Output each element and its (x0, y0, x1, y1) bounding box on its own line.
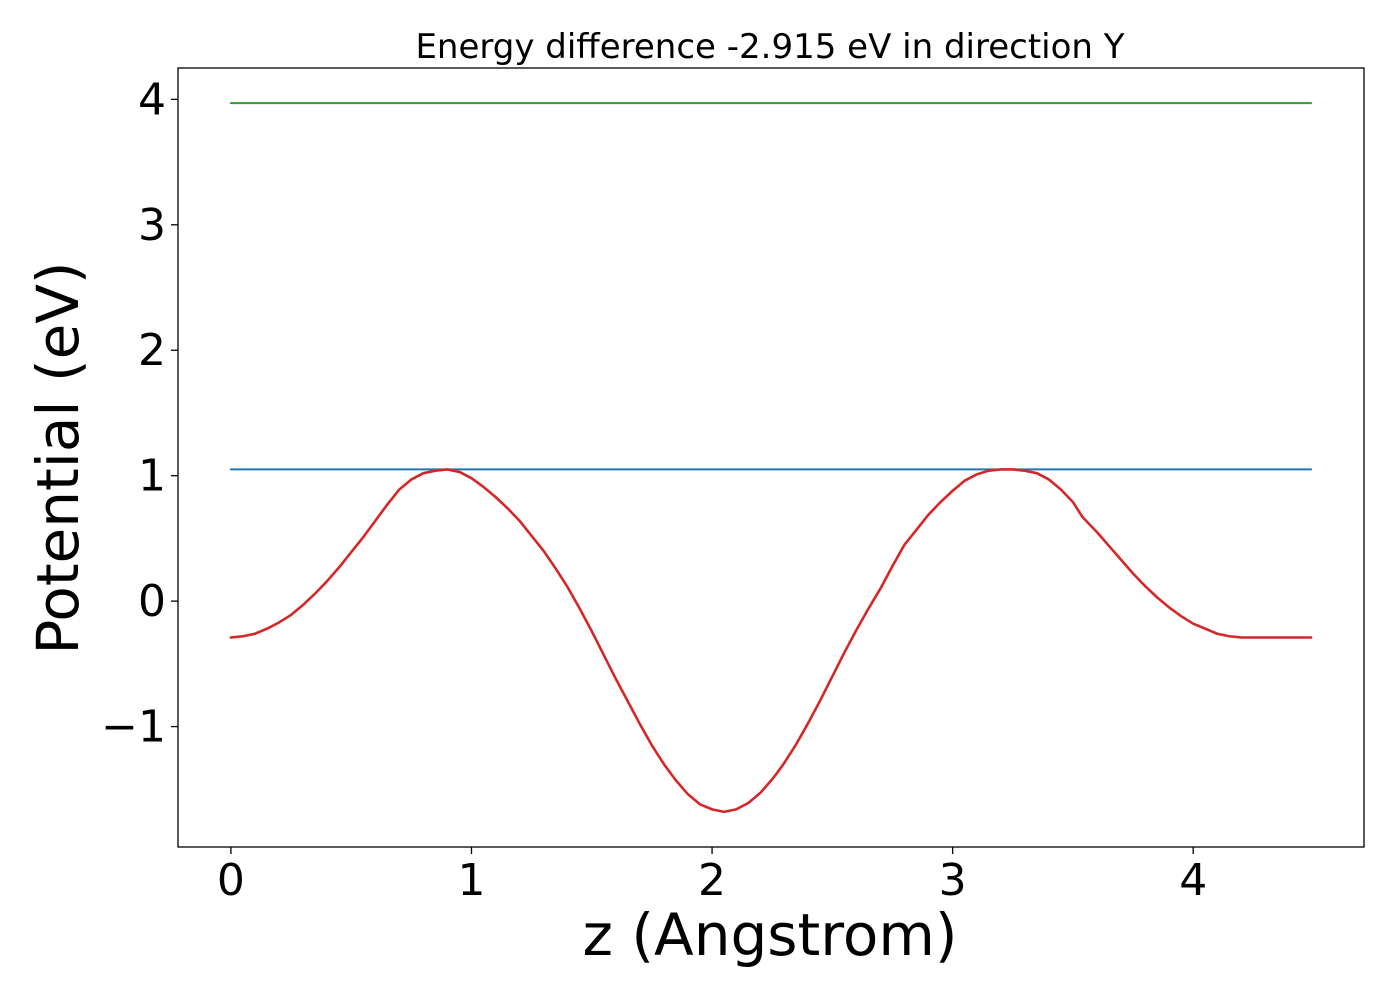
chart-title: Energy difference -2.915 eV in direction… (415, 27, 1124, 67)
x-tick-label: 1 (457, 855, 485, 906)
y-axis-ticks: −1 0 1 2 3 4 (101, 74, 178, 753)
y-axis-label: Potential (eV) (24, 261, 92, 654)
series-layer (229, 102, 1313, 814)
y-tick-label: 3 (138, 200, 166, 251)
y-tick-label: 1 (138, 451, 166, 502)
x-tick-label: 3 (939, 855, 967, 906)
y-tick-label: 0 (138, 576, 166, 627)
axes-frame (177, 67, 1365, 848)
x-tick-label: 0 (217, 855, 245, 906)
x-tick-label: 4 (1179, 855, 1207, 906)
y-tick-label: −1 (101, 702, 166, 753)
series-line-3 (229, 468, 1313, 814)
x-tick-label: 2 (698, 855, 726, 906)
y-tick-label: 4 (138, 74, 166, 125)
x-axis-ticks: 0 1 2 3 4 (217, 847, 1207, 906)
y-tick-label: 2 (138, 325, 166, 376)
x-axis-label: z (Angstrom) (583, 901, 958, 969)
